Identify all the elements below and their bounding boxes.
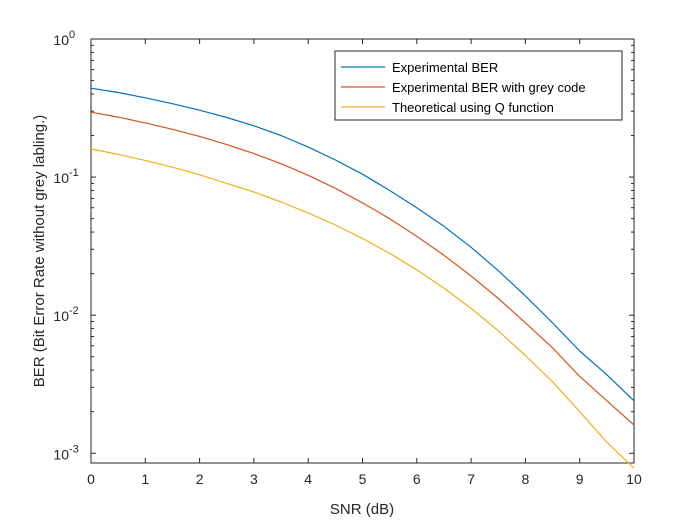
x-tick-label: 9 xyxy=(576,471,584,487)
y-tick-label: 10 xyxy=(53,170,69,186)
series-layer xyxy=(90,87,635,469)
y-tick-exponent: -2 xyxy=(69,305,79,317)
y-tick-exponent: -3 xyxy=(69,443,79,455)
legend-box xyxy=(334,50,623,121)
x-tick-label: 5 xyxy=(359,471,367,487)
x-tick-label: 10 xyxy=(626,471,642,487)
x-tick-label: 4 xyxy=(304,471,312,487)
legend-label-3: Theoretical using Q function xyxy=(392,100,554,115)
y-tick-exponent: 0 xyxy=(69,29,75,41)
x-tick-label: 7 xyxy=(467,471,475,487)
y-tick-label: 10 xyxy=(53,32,69,48)
x-tick-label: 0 xyxy=(87,471,95,487)
x-tick-label: 3 xyxy=(250,471,258,487)
y-tick-exponent: -1 xyxy=(69,167,79,179)
y-axis-label: BER (Bit Error Rate without grey labling… xyxy=(31,115,48,388)
x-tick-label: 6 xyxy=(413,471,421,487)
x-tick-label: 2 xyxy=(196,471,204,487)
x-tick-label: 8 xyxy=(522,471,530,487)
series-line-2 xyxy=(90,111,635,426)
legend-label-2: Experimental BER with grey code xyxy=(392,80,586,95)
y-tick-label: 10 xyxy=(53,446,69,462)
x-tick-label: 1 xyxy=(141,471,149,487)
x-axis-label: SNR (dB) xyxy=(330,501,394,518)
legend: Experimental BER Experimental BER with gr… xyxy=(334,50,623,121)
series-line-1 xyxy=(90,87,635,402)
legend-label-1: Experimental BER xyxy=(392,60,498,75)
y-tick-label: 10 xyxy=(53,308,69,324)
series-line-3 xyxy=(90,148,635,469)
